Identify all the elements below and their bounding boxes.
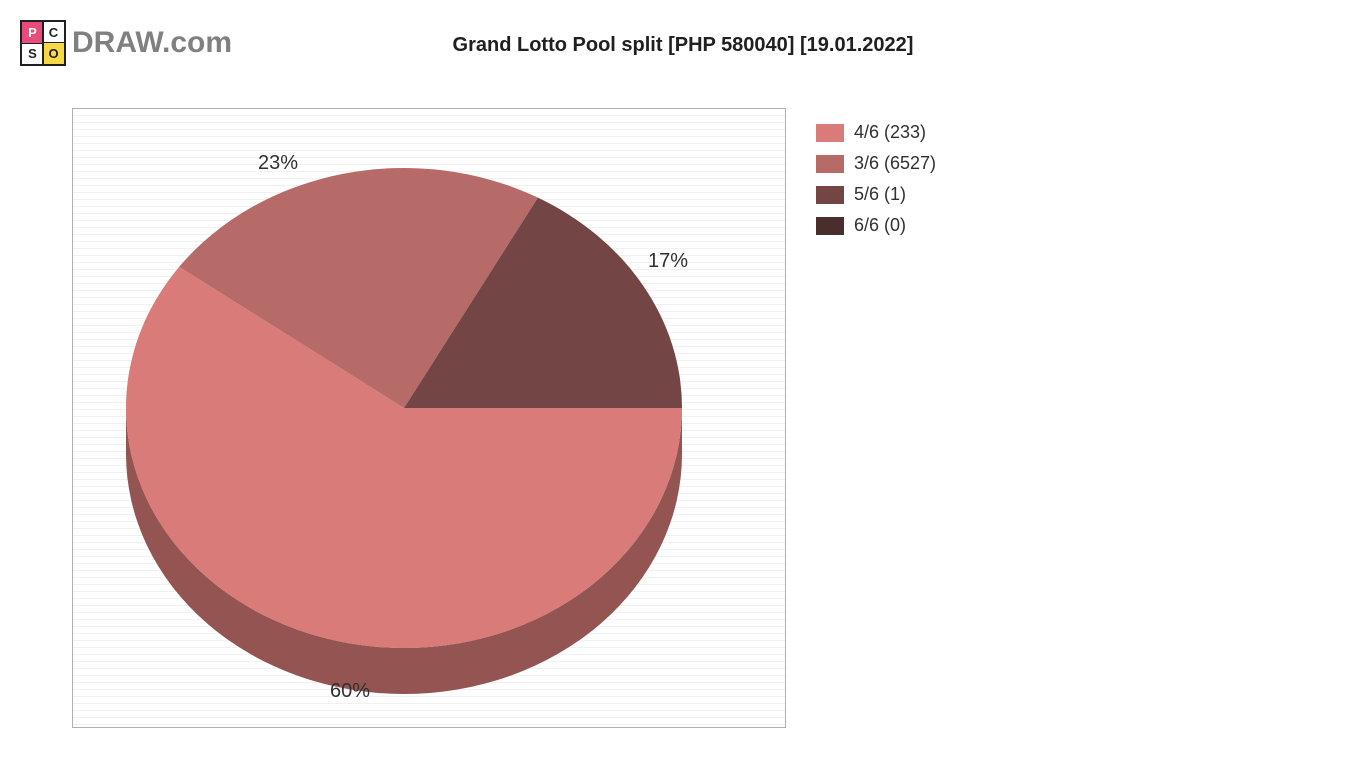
legend-label: 3/6 (6527) <box>854 153 936 174</box>
slice-pct-label: 17% <box>648 250 688 273</box>
legend-swatch <box>816 186 844 204</box>
legend-label: 6/6 (0) <box>854 215 906 236</box>
legend-item: 6/6 (0) <box>816 215 936 236</box>
chart-title: Grand Lotto Pool split [PHP 580040] [19.… <box>0 34 1366 57</box>
legend-swatch <box>816 217 844 235</box>
legend-label: 5/6 (1) <box>854 184 906 205</box>
legend-item: 3/6 (6527) <box>816 153 936 174</box>
legend-item: 5/6 (1) <box>816 184 936 205</box>
legend-label: 4/6 (233) <box>854 122 926 143</box>
legend-item: 4/6 (233) <box>816 122 936 143</box>
legend-swatch <box>816 124 844 142</box>
legend-swatch <box>816 155 844 173</box>
slice-pct-label: 60% <box>330 680 370 703</box>
legend: 4/6 (233) 3/6 (6527) 5/6 (1) 6/6 (0) <box>816 122 936 246</box>
pie-chart <box>126 168 682 694</box>
slice-pct-label: 23% <box>258 152 298 175</box>
